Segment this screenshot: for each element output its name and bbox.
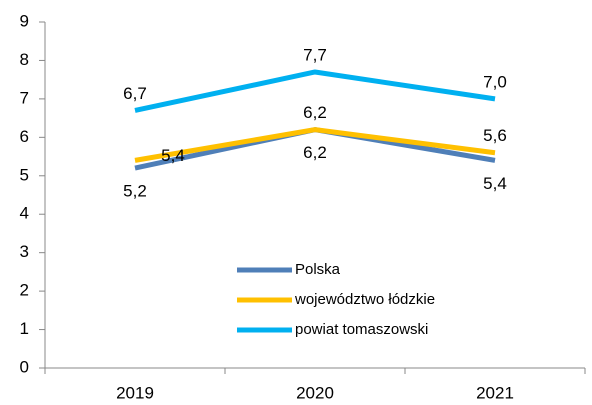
y-tick-label: 4: [20, 204, 29, 223]
y-tick-label: 5: [20, 165, 29, 184]
x-tick-label: 2019: [116, 383, 154, 402]
legend-label: województwo łódzkie: [294, 291, 435, 308]
x-tick-label: 2021: [476, 383, 514, 402]
data-label: 5,2: [123, 182, 147, 201]
data-label: 6,2: [303, 103, 327, 122]
y-tick-label: 7: [20, 88, 29, 107]
data-label: 6,7: [123, 84, 147, 103]
legend-label: Polska: [295, 261, 341, 278]
data-label: 5,4: [483, 174, 507, 193]
data-label: 5,4: [161, 146, 185, 165]
y-tick-label: 1: [20, 319, 29, 338]
y-tick-label: 0: [20, 357, 29, 376]
y-tick-label: 6: [20, 127, 29, 146]
data-label: 5,6: [483, 126, 507, 145]
legend-label: powiat tomaszowski: [295, 321, 428, 338]
series-line: [134, 127, 496, 163]
data-label: 7,7: [303, 45, 327, 64]
y-tick-label: 9: [20, 11, 29, 30]
x-tick-label: 2020: [296, 383, 334, 402]
data-label: 6,2: [303, 143, 327, 162]
series-line: [134, 69, 496, 113]
y-tick-label: 8: [20, 50, 29, 69]
y-tick-label: 2: [20, 281, 29, 300]
y-tick-label: 3: [20, 242, 29, 261]
data-label: 7,0: [483, 72, 507, 91]
